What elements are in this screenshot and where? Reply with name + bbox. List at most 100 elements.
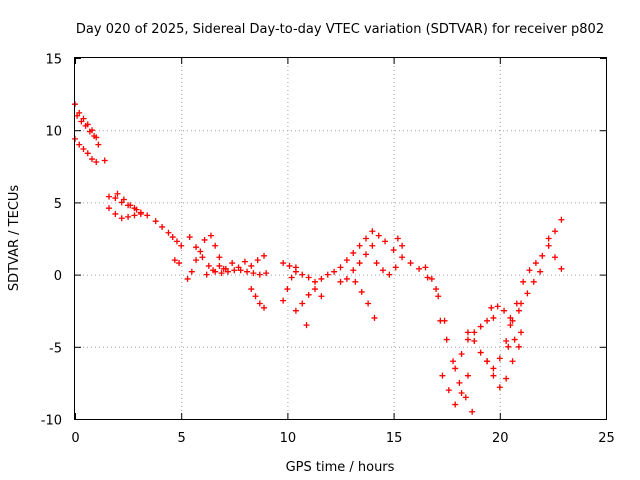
data-point: [254, 257, 261, 264]
data-point: [324, 271, 331, 278]
series-arc-4: [101, 157, 108, 164]
y-tick-label: 5: [54, 197, 62, 212]
series-arc-13: [248, 286, 268, 311]
data-point: [501, 307, 508, 314]
y-tick-label: -5: [49, 341, 62, 356]
data-point: [458, 351, 465, 358]
data-point: [350, 249, 357, 256]
data-point: [362, 251, 369, 258]
data-point: [88, 156, 95, 163]
data-point: [439, 372, 446, 379]
data-point: [433, 286, 440, 293]
data-point: [74, 112, 81, 119]
data-point: [133, 206, 140, 213]
data-point: [526, 267, 533, 274]
data-point: [369, 228, 376, 235]
series-arc-30: [507, 216, 565, 329]
series-arc-21: [394, 235, 406, 249]
data-point: [452, 401, 459, 408]
series-arc-3: [74, 112, 98, 139]
data-point: [159, 223, 166, 230]
data-point: [352, 278, 359, 285]
data-point: [284, 286, 291, 293]
data-point: [477, 323, 484, 330]
data-point: [343, 257, 350, 264]
data-point: [193, 257, 200, 264]
data-point: [184, 275, 191, 282]
data-point: [288, 274, 295, 281]
data-point: [207, 232, 214, 239]
data-point: [241, 258, 248, 265]
data-point: [503, 338, 510, 345]
data-point: [305, 291, 312, 298]
data-point: [394, 235, 401, 242]
data-point: [78, 118, 85, 125]
data-point: [424, 274, 431, 281]
data-point: [186, 234, 193, 241]
data-point: [91, 132, 98, 139]
data-point: [494, 303, 501, 310]
data-point: [545, 235, 552, 242]
plot-frame: [74, 57, 607, 420]
series-arc-29: [505, 329, 525, 350]
series-arc-1: [72, 101, 102, 148]
data-point: [464, 336, 471, 343]
data-point: [356, 260, 363, 267]
data-point: [144, 212, 151, 219]
data-point: [261, 252, 268, 259]
data-point: [503, 375, 510, 382]
data-point: [369, 242, 376, 249]
data-point: [428, 275, 435, 282]
data-point: [105, 193, 112, 200]
series-arc-6: [105, 205, 144, 222]
data-point: [86, 128, 93, 135]
series-arc-17: [303, 322, 310, 329]
data-point: [343, 275, 350, 282]
data-point: [518, 300, 525, 307]
series-arc-19: [352, 278, 378, 321]
data-point: [261, 304, 268, 311]
data-point: [201, 236, 208, 243]
series-arc-12: [207, 232, 227, 272]
data-point: [173, 238, 180, 245]
y-axis-label: SDTVAR / TECUs: [7, 185, 22, 292]
data-point: [407, 260, 414, 267]
data-point: [299, 271, 306, 278]
data-point: [464, 372, 471, 379]
data-point: [331, 268, 338, 275]
data-point: [105, 205, 112, 212]
data-point: [462, 394, 469, 401]
data-point: [458, 390, 465, 397]
data-point: [114, 190, 121, 197]
chart-title: Day 020 of 2025, Sidereal Day-to-day VTE…: [76, 22, 604, 37]
data-point: [373, 260, 380, 267]
data-point: [152, 218, 159, 225]
data-point: [490, 372, 497, 379]
data-point: [171, 257, 178, 264]
data-point: [520, 278, 527, 285]
data-point: [318, 293, 325, 300]
data-point: [450, 358, 457, 365]
data-point: [552, 254, 559, 261]
data-point: [399, 254, 406, 261]
series-arc-24: [439, 372, 471, 408]
data-point: [379, 267, 386, 274]
data-point: [362, 235, 369, 242]
data-point: [382, 238, 389, 245]
data-point: [490, 314, 497, 321]
data-point: [80, 145, 87, 152]
x-tick-label: 5: [178, 431, 186, 446]
data-point: [127, 202, 134, 209]
data-point: [220, 265, 227, 272]
data-point: [286, 262, 293, 269]
data-point: [518, 329, 525, 336]
data-point: [445, 387, 452, 394]
data-point: [303, 322, 310, 329]
x-axis-label: GPS time / hours: [286, 460, 395, 475]
data-point: [231, 267, 238, 274]
data-point: [118, 215, 125, 222]
data-point: [229, 260, 236, 267]
data-point: [312, 286, 319, 293]
data-point: [356, 242, 363, 249]
data-point: [82, 122, 89, 129]
